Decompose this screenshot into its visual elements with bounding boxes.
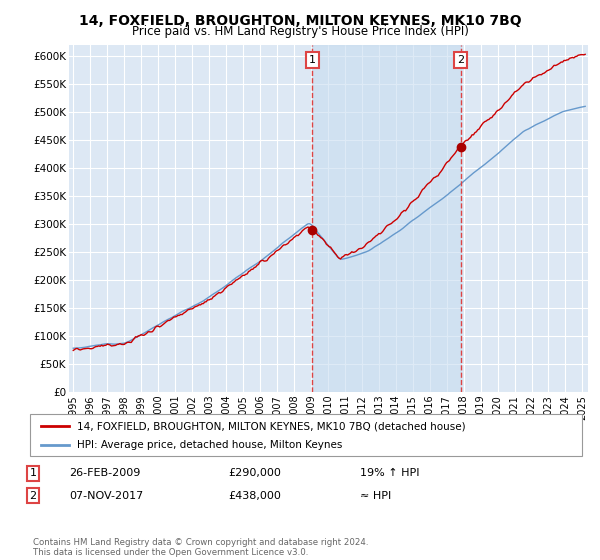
Text: 2: 2 [457, 55, 464, 65]
Text: 14, FOXFIELD, BROUGHTON, MILTON KEYNES, MK10 7BQ (detached house): 14, FOXFIELD, BROUGHTON, MILTON KEYNES, … [77, 421, 466, 431]
Text: £290,000: £290,000 [228, 468, 281, 478]
Text: Contains HM Land Registry data © Crown copyright and database right 2024.
This d: Contains HM Land Registry data © Crown c… [33, 538, 368, 557]
Text: £438,000: £438,000 [228, 491, 281, 501]
Text: ≈ HPI: ≈ HPI [360, 491, 391, 501]
Text: 19% ↑ HPI: 19% ↑ HPI [360, 468, 419, 478]
Text: 1: 1 [29, 468, 37, 478]
Text: HPI: Average price, detached house, Milton Keynes: HPI: Average price, detached house, Milt… [77, 440, 342, 450]
Text: 2: 2 [29, 491, 37, 501]
Text: 26-FEB-2009: 26-FEB-2009 [69, 468, 140, 478]
Bar [313, 45, 461, 392]
Text: Price paid vs. HM Land Registry's House Price Index (HPI): Price paid vs. HM Land Registry's House … [131, 25, 469, 38]
Text: 1: 1 [309, 55, 316, 65]
Text: 14, FOXFIELD, BROUGHTON, MILTON KEYNES, MK10 7BQ: 14, FOXFIELD, BROUGHTON, MILTON KEYNES, … [79, 14, 521, 28]
Text: 07-NOV-2017: 07-NOV-2017 [69, 491, 143, 501]
FancyBboxPatch shape [30, 414, 582, 456]
